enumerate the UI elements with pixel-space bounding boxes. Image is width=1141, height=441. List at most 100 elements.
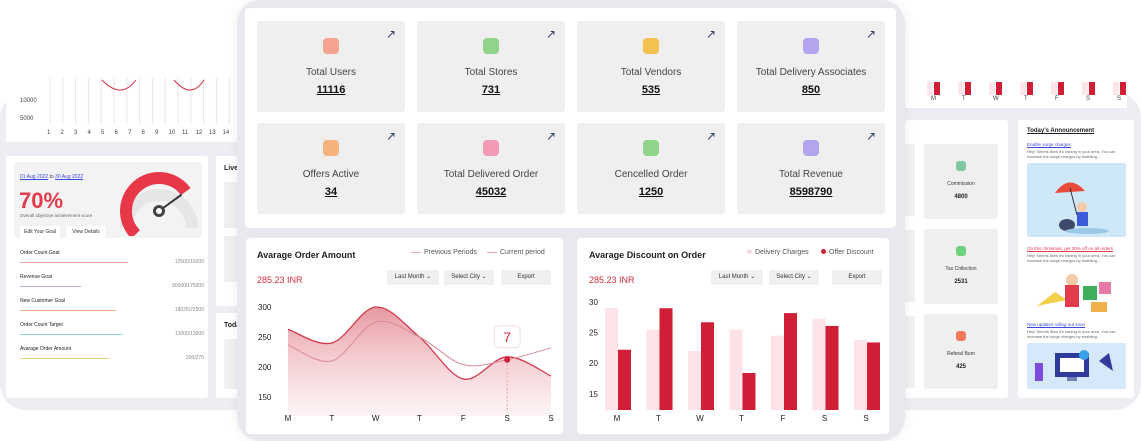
stat-card-cencelled-order[interactable]: ↗ Cencelled Order 1250 — [577, 123, 725, 214]
delivery-charges-bar[interactable] — [854, 340, 867, 410]
announcement-item[interactable]: On this christmas, get 30% off on all or… — [1027, 246, 1126, 263]
goal-label: Order Count Target — [20, 322, 63, 328]
tooltip-value: 7 — [503, 329, 511, 345]
bg-week-bars — [927, 82, 1126, 95]
bg-x-tick: 10 — [168, 130, 176, 136]
offer-discount-bar[interactable] — [825, 325, 839, 410]
delivered-icon — [483, 140, 499, 156]
goal-date-from[interactable]: 01 Aug 2022 — [20, 174, 49, 180]
goal-percent: 70% — [19, 188, 64, 213]
arrow-up-right-icon[interactable]: ↗ — [385, 129, 396, 143]
bg-y-tick-5000: 5000 — [20, 116, 34, 122]
stat-value[interactable]: 850 — [801, 84, 821, 96]
x-tick-label: S — [504, 414, 509, 423]
announcement-item-title[interactable]: Enable surge charges — [1027, 142, 1071, 147]
delivery-charges-bar[interactable] — [812, 318, 826, 410]
offer-discount-bar[interactable] — [701, 322, 714, 410]
stat-value[interactable]: 1250 — [638, 186, 664, 198]
bg-x-tick: 2 — [60, 130, 64, 136]
goal-value: 90000/175000 — [172, 283, 204, 289]
stat-value[interactable]: 731 — [481, 84, 501, 96]
arrow-up-right-icon[interactable]: ↗ — [545, 27, 556, 41]
stat-card-total-vendors[interactable]: ↗ Total Vendors 535 — [577, 21, 725, 112]
legend-previous-label: Previous Periods — [424, 249, 477, 256]
bg-week-label: M — [931, 96, 936, 102]
edit-goal-button[interactable]: Edit Your Goal — [20, 226, 60, 238]
arrow-up-right-icon[interactable]: ↗ — [545, 129, 556, 143]
stat-value[interactable]: 45032 — [475, 186, 507, 198]
arrow-up-right-icon[interactable]: ↗ — [705, 129, 716, 143]
tooltip-point[interactable] — [504, 356, 511, 363]
announcement-item-title[interactable]: On this christmas, get 30% off on all or… — [1027, 246, 1113, 251]
select-city-dropdown[interactable]: Select City ⌄ — [444, 270, 494, 285]
stat-value[interactable]: 34 — [324, 186, 338, 198]
stat-card-total-stores[interactable]: ↗ Total Stores 731 — [417, 21, 565, 112]
bg-side-block-2 — [905, 230, 915, 302]
stat-card-total-delivered-order[interactable]: ↗ Total Delivered Order 45032 — [417, 123, 565, 214]
chevron-down-icon: ⌄ — [481, 274, 487, 280]
last-month-dropdown[interactable]: Last Month ⌄ — [387, 270, 439, 285]
y-tick-label: 200 — [258, 363, 272, 372]
stat-label: Total Delivery Associates — [755, 67, 867, 78]
umbrella-illustration-icon — [1027, 163, 1126, 237]
stat-value[interactable]: 11116 — [316, 84, 346, 96]
y-tick-label: 300 — [258, 303, 272, 312]
offer-discount-bar[interactable] — [742, 373, 756, 410]
announcement-item-desc: Hey! Seems likes it's raining in your ar… — [1027, 329, 1116, 339]
delivery-charges-bar[interactable] — [729, 329, 743, 410]
stat-value[interactable]: 8598790 — [789, 186, 833, 198]
goal-progress-bar — [20, 310, 116, 311]
announcement-item-title[interactable]: New updates rolling out soon — [1027, 322, 1086, 327]
offer-discount-bar[interactable] — [659, 308, 673, 410]
side-stat-tax-collection[interactable]: Tax Collection 2531 — [924, 229, 998, 304]
delivery-charges-bar[interactable] — [646, 329, 660, 410]
export-button[interactable]: Export — [501, 270, 551, 285]
goal-row: Order Count Goal 13500/15000 — [20, 250, 204, 265]
bg-today-card: Toda — [216, 313, 240, 398]
stat-label: Total Vendors — [620, 67, 682, 78]
delivery-charges-bar[interactable] — [605, 308, 618, 410]
view-details-button[interactable]: View Details — [66, 226, 106, 238]
offer-discount-bar[interactable] — [618, 349, 631, 410]
side-stat-label: Commission — [947, 181, 975, 187]
stat-card-total-delivery-associates[interactable]: ↗ Total Delivery Associates 850 — [737, 21, 885, 112]
stat-card-total-revenue[interactable]: ↗ Total Revenue 8598790 — [737, 123, 885, 214]
arrow-up-right-icon[interactable]: ↗ — [865, 129, 876, 143]
select-city-dropdown[interactable]: Select City ⌄ — [769, 270, 819, 285]
bg-week-bar-light — [1113, 82, 1119, 95]
goal-date-to[interactable]: 30 Aug 2022 — [55, 174, 84, 180]
bg-line-chart-svg — [49, 78, 243, 124]
discount-title: Avarage Discount on Order — [589, 250, 706, 260]
side-stat-referal-burn[interactable]: Referal Burn 425 — [924, 314, 998, 389]
bg-line-chart: 10000 5000 1 2 3 4 5 6 7 8 9 10 11 12 13 14 — [6, 78, 243, 142]
export-button[interactable]: Export — [832, 270, 882, 285]
bg-week-label: S — [1086, 96, 1091, 102]
announcement-item[interactable]: New updates rolling out soon Hey! Seems … — [1027, 322, 1126, 339]
last-month-dropdown[interactable]: Last Month ⌄ — [711, 270, 763, 285]
arrow-up-right-icon[interactable]: ↗ — [705, 27, 716, 41]
offer-discount-bar[interactable] — [784, 313, 797, 410]
arrow-up-right-icon[interactable]: ↗ — [385, 27, 396, 41]
legend-offer-discount: Offer Discount — [821, 249, 874, 256]
announcement-item-desc: Hey! Seems likes it's raining in your ar… — [1027, 253, 1116, 263]
bg-x-tick: 14 — [222, 130, 230, 136]
delivery-charges-bar[interactable] — [771, 335, 784, 410]
tooltip-box — [493, 325, 521, 349]
bg-week-bar-dark — [1089, 82, 1095, 95]
delivery-charges-bar[interactable] — [688, 351, 701, 410]
stat-card-total-users[interactable]: ↗ Total Users 11116 — [257, 21, 405, 112]
stat-label: Cencelled Order — [614, 169, 688, 180]
bg-x-tick: 8 — [141, 130, 145, 136]
offer-discount-bar[interactable] — [867, 342, 880, 410]
side-stat-commission[interactable]: Commission 4800 — [924, 144, 998, 219]
laptop-illustration-icon — [1027, 343, 1126, 389]
tax-icon — [956, 246, 966, 256]
bg-week-label: W — [993, 96, 999, 102]
arrow-up-right-icon[interactable]: ↗ — [865, 27, 876, 41]
x-tick-label: T — [417, 414, 422, 423]
goal-progress-bar — [20, 334, 122, 335]
stat-card-offers-active[interactable]: ↗ Offers Active 34 — [257, 123, 405, 214]
x-tick-label: S — [822, 414, 827, 423]
stat-value[interactable]: 535 — [641, 84, 661, 96]
announcement-item[interactable]: Enable surge charges Hey! Seems likes it… — [1027, 142, 1126, 159]
